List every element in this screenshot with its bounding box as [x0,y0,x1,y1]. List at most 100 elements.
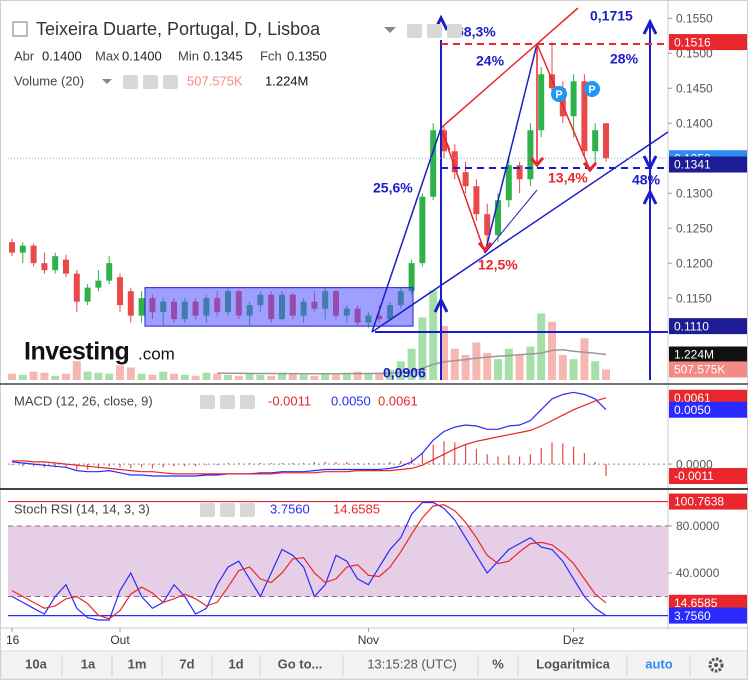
candle-body [462,172,469,187]
candle-body [441,130,447,152]
candle-body [84,287,91,302]
volume-bar [461,355,470,380]
candle-body [570,81,577,117]
volume-bar [310,375,319,380]
y-tick-label: 0.1550 [676,11,713,25]
candle-body [9,242,15,253]
candle-body [127,291,134,316]
y-tick-label: 0.1150 [676,291,712,305]
toolbar-button[interactable]: 1m [128,656,147,671]
volume-bar [407,348,416,380]
volume-bar [191,375,200,380]
x-tick-label: Dez [563,633,584,647]
macd-line [11,391,607,477]
settings-gear-hub[interactable] [714,663,718,667]
annotation: 25,6% [373,180,413,196]
drawing-line [536,43,591,171]
drawing-line [440,127,486,254]
ohlc-value: 0.1400 [42,48,82,63]
annotation: 48% [632,172,661,188]
volume-bar [569,359,578,380]
toolbar-icon[interactable] [143,75,158,89]
toolbar-icon[interactable] [163,75,178,89]
settings-gear[interactable] [708,657,724,673]
pane-legend-value: 0.0050 [331,393,371,408]
volume-bar [126,367,135,380]
drawing-arrow [529,156,545,168]
volume-bar [245,373,254,380]
price-marker [669,156,747,173]
toolbar-button[interactable]: 7d [179,656,194,671]
dropdown-caret [102,79,112,84]
price-marker-label: 1.224M [674,348,714,362]
toolbar-icon[interactable] [220,503,235,517]
y-tick-label: 0.1450 [676,81,713,95]
volume-bar [321,373,330,380]
y-tick-label: 0.1300 [676,186,713,200]
candle-body [484,214,491,236]
volume-bar [580,338,589,380]
ohlc-value: 0.1350 [287,48,327,63]
price-marker-label: 0.0061 [674,391,711,405]
candle-body [516,165,523,180]
layer-ui: Investing .com0.15500.15000.14500.14000.1… [0,11,748,680]
volume-bar [440,325,448,380]
drawing-arrow [642,18,658,35]
ohlc-label: Fch [260,48,282,63]
pane-legend-value: 14.6585 [333,501,380,516]
volume-bar [170,373,178,380]
candle-body [538,74,545,131]
volume-bar [418,317,427,380]
drawing-line [371,127,442,333]
toolbar-icon[interactable] [220,395,235,409]
checkbox [12,21,28,37]
candle-body [419,196,426,264]
volume-bar [558,355,567,380]
volume-title: Volume (20) [14,73,84,88]
toolbar-icon[interactable] [200,503,215,517]
volume-bar [342,372,351,380]
toolbar-button[interactable]: % [492,656,504,671]
ohlc-value: 0.1400 [122,48,162,63]
toolbar-icon[interactable] [240,503,255,517]
toolbar-icon[interactable] [427,24,442,38]
volume-bar [364,373,373,380]
volume-bar [83,371,92,380]
drawing-line [440,127,451,151]
candle-body [95,280,102,288]
volume-bar [51,375,60,380]
volume-bar [234,375,243,380]
drawing-line [371,131,669,333]
stoch-line [11,504,607,620]
volume-bar [224,374,232,380]
pane-title: MACD (12, 26, close, 9) [14,393,153,408]
toolbar-button[interactable]: 1d [228,656,243,671]
volume-bar [526,346,535,380]
candle-body [581,81,588,152]
annotation: 12,5% [478,257,518,273]
toolbar-icon[interactable] [240,395,255,409]
volume-bar [537,313,546,380]
toolbar-icon[interactable] [200,395,215,409]
volume-bar [299,374,308,380]
candle-body [495,200,501,236]
pivot-marker [584,81,600,97]
toolbar-icon[interactable] [447,24,462,38]
volume-bar [396,361,405,380]
y-tick-label: 0.1250 [676,221,713,235]
volume-bar [515,355,524,380]
price-marker-label: 3.7560 [674,609,711,623]
toolbar-icon[interactable] [407,24,422,38]
toolbar-button[interactable]: 1a [81,656,96,671]
toolbar-button[interactable]: 10a [25,656,47,671]
y-tick-label: 0.1200 [676,256,713,270]
ohlc-label: Abr [14,48,35,63]
volume-bar [40,372,49,380]
toolbar-button[interactable]: Logaritmica [536,656,610,671]
toolbar-icon[interactable] [123,75,138,89]
toolbar-button[interactable]: Go to... [278,656,323,671]
toolbar-button[interactable]: 13:15:28 (UTC) [367,656,457,671]
candle-body [19,245,26,253]
y-tick-label: 40.0000 [676,566,720,580]
toolbar-button[interactable]: auto [645,656,673,671]
